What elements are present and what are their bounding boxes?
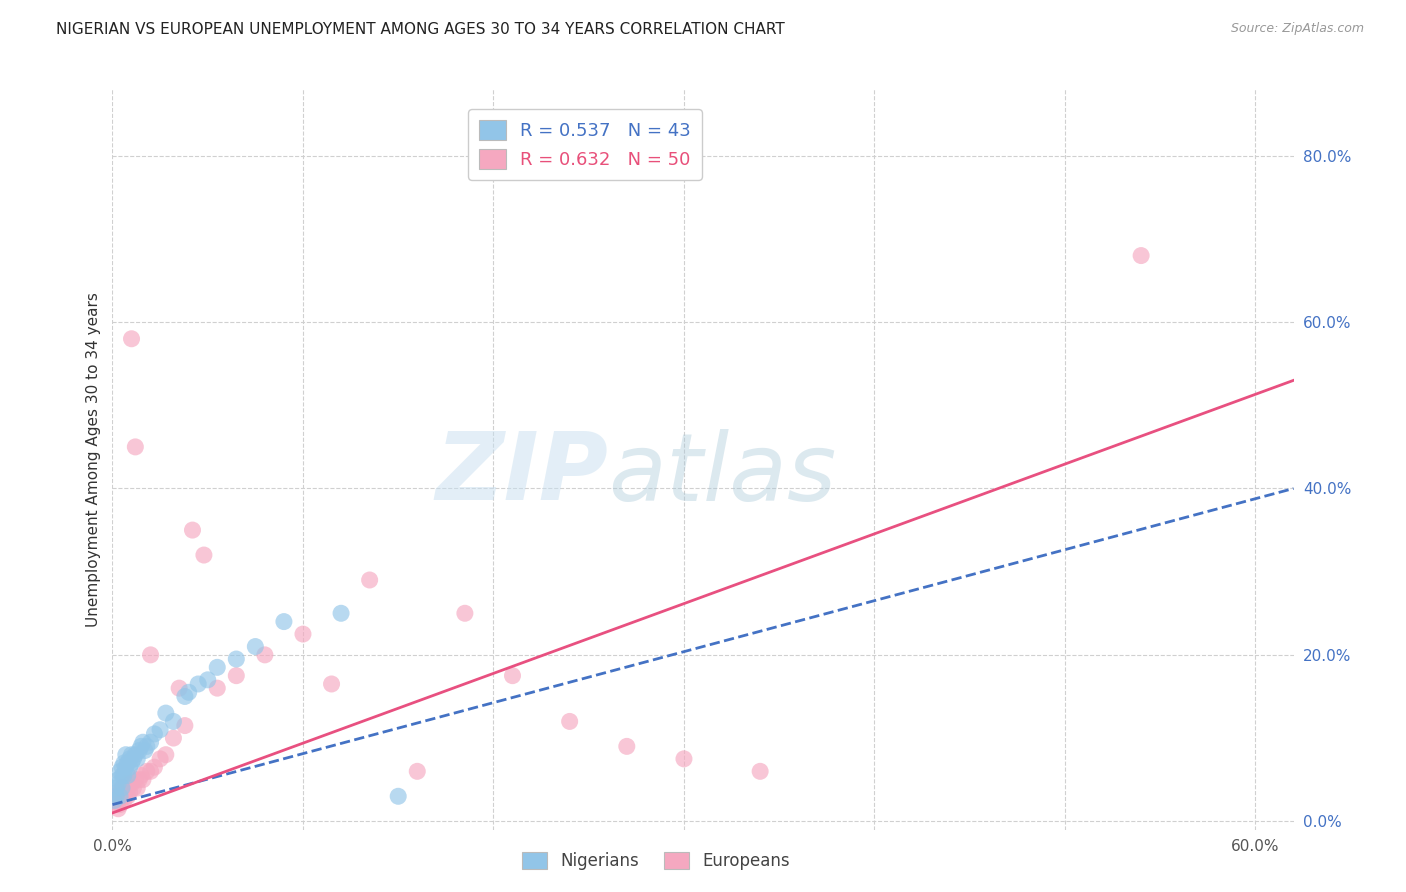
Point (111, 768, 134, 782)
Point (112, 768, 135, 782)
Point (112, 756, 135, 770)
Point (117, 768, 139, 782)
Point (111, 780, 134, 795)
Point (121, 756, 143, 770)
Point (139, 735, 162, 749)
Point (135, 764, 157, 779)
Point (124, 440, 146, 454)
Point (108, 789, 131, 804)
Point (143, 760, 166, 774)
Point (291, 627, 314, 641)
Point (139, 648, 162, 662)
Point (502, 668, 524, 682)
Point (117, 789, 139, 804)
Point (749, 764, 772, 779)
Point (117, 780, 139, 795)
Point (118, 752, 141, 766)
Point (118, 760, 141, 774)
Point (103, 797, 125, 812)
Point (406, 764, 429, 779)
Point (111, 789, 134, 804)
Point (155, 706, 177, 720)
Point (177, 685, 200, 699)
Point (1130, 249, 1153, 263)
Point (321, 677, 343, 691)
Point (330, 607, 353, 621)
Point (114, 777, 136, 791)
Point (129, 739, 152, 754)
Point (105, 780, 128, 795)
Point (672, 752, 695, 766)
Point (129, 768, 152, 782)
Point (127, 752, 149, 766)
Point (117, 756, 139, 770)
Point (149, 752, 172, 766)
Point (124, 747, 146, 762)
Text: NIGERIAN VS EUROPEAN UNEMPLOYMENT AMONG AGES 30 TO 34 YEARS CORRELATION CHART: NIGERIAN VS EUROPEAN UNEMPLOYMENT AMONG … (56, 22, 785, 37)
Point (124, 772, 146, 787)
Point (132, 772, 155, 787)
Point (108, 797, 131, 812)
Point (253, 648, 276, 662)
Point (114, 760, 136, 774)
Point (187, 677, 209, 691)
Point (181, 523, 204, 537)
Point (132, 735, 155, 749)
Point (105, 793, 128, 807)
Point (454, 607, 477, 621)
Text: ZIP: ZIP (436, 428, 609, 520)
Point (112, 793, 135, 807)
Point (107, 777, 129, 791)
Point (105, 789, 128, 804)
Point (162, 731, 184, 745)
Point (128, 772, 150, 787)
Y-axis label: Unemployment Among Ages 30 to 34 years: Unemployment Among Ages 30 to 34 years (86, 292, 101, 627)
Point (108, 764, 131, 779)
Point (114, 785, 136, 799)
Legend: Nigerians, Europeans: Nigerians, Europeans (515, 846, 796, 877)
Point (105, 789, 128, 804)
Point (121, 747, 143, 762)
Point (616, 739, 638, 754)
Point (122, 752, 145, 766)
Point (225, 652, 247, 666)
Text: atlas: atlas (609, 429, 837, 520)
Point (114, 747, 136, 762)
Point (197, 673, 219, 687)
Point (121, 332, 143, 346)
Point (173, 718, 195, 732)
Point (127, 780, 149, 795)
Point (149, 723, 172, 737)
Point (107, 772, 129, 787)
Point (245, 640, 267, 654)
Text: Source: ZipAtlas.com: Source: ZipAtlas.com (1230, 22, 1364, 36)
Point (359, 573, 381, 587)
Point (143, 727, 166, 741)
Point (107, 802, 129, 816)
Point (108, 785, 131, 799)
Point (103, 793, 125, 807)
Point (128, 743, 150, 757)
Point (387, 789, 409, 804)
Point (558, 714, 581, 729)
Point (122, 780, 145, 795)
Point (207, 681, 229, 695)
Point (112, 780, 135, 795)
Point (173, 690, 195, 704)
Point (193, 548, 215, 562)
Point (111, 780, 134, 795)
Point (135, 739, 157, 754)
Point (139, 764, 162, 779)
Point (167, 681, 190, 695)
Point (107, 793, 129, 807)
Point (273, 615, 295, 629)
Point (134, 743, 156, 757)
Point (155, 747, 177, 762)
Point (111, 760, 134, 774)
Point (118, 785, 141, 799)
Point (162, 714, 184, 729)
Point (121, 777, 143, 791)
Point (207, 660, 229, 674)
Point (225, 668, 247, 682)
